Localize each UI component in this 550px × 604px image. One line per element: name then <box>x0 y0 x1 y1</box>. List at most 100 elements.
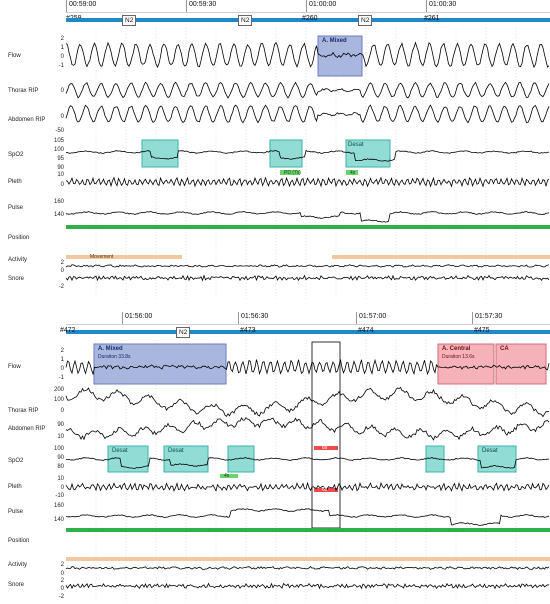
scale-tick: 0 <box>60 268 64 274</box>
time-label: 00:59:30 <box>189 1 217 8</box>
stage-badge: N2 <box>122 15 137 26</box>
channel-label-abdomen: Abdomen RIP <box>8 426 46 432</box>
position-bar <box>66 528 550 532</box>
stage-badge: N2 <box>176 327 191 338</box>
scale-tick: 0 <box>60 88 64 94</box>
event-title: Desat <box>168 448 184 454</box>
epoch-label: #475 <box>474 327 490 334</box>
marker-label: 4s <box>350 170 356 176</box>
channel-label-pulse: Pulse <box>8 509 24 515</box>
scale-tick: 90 <box>57 165 64 171</box>
scale-tick: 140 <box>53 517 64 523</box>
scale-tick: 80 <box>57 464 64 470</box>
position-bar <box>66 225 550 229</box>
scale-tick: 0 <box>60 114 64 120</box>
marker-label: PD (7s) <box>284 170 301 176</box>
scale-tick: -10 <box>55 493 64 499</box>
scale-tick: 2 <box>60 36 64 42</box>
signal-traces <box>65 28 550 300</box>
scale-tick: 0 <box>60 571 64 577</box>
scale-tick: 1 <box>60 45 64 51</box>
scale-tick: 160 <box>53 503 64 509</box>
marker-4s <box>220 474 238 478</box>
event-mixed-apnea <box>317 35 363 77</box>
scale-tick: 105 <box>53 138 64 144</box>
scale-tick: 0 <box>60 586 64 592</box>
event-title: A. Mixed <box>98 346 123 352</box>
scale-tick: 10 <box>57 434 64 440</box>
marker-label: 6s <box>322 445 328 451</box>
scale-tick: 100 <box>53 147 64 153</box>
channel-label-thorax: Thorax RIP <box>8 408 39 414</box>
channel-label-abdomen: Abdomen RIP <box>8 117 46 123</box>
panel-divider <box>0 300 550 312</box>
sleep-stage-bar <box>66 330 550 334</box>
marker-label: 4s <box>224 473 230 479</box>
psg-panel-top: 00:59:00 00:59:30 01:00:00 01:00:30 #259… <box>0 0 550 300</box>
scale-tick: 0 <box>60 485 64 491</box>
marker-6s <box>314 488 338 492</box>
channel-label-pleth: Pleth <box>8 179 22 185</box>
epoch-label: #260 <box>302 15 318 22</box>
scale-tick: 100 <box>53 446 64 452</box>
time-label: 01:57:30 <box>475 313 503 320</box>
scale-tick: 0 <box>60 54 64 60</box>
activity-band <box>66 557 550 561</box>
scale-tick: 2 <box>60 348 64 354</box>
psg-panel-bottom: 01:56:00 01:56:30 01:57:00 01:57:30 #472… <box>0 312 550 604</box>
channel-label-spo2: SpO2 <box>8 152 24 158</box>
event-desat <box>345 139 391 168</box>
activity-label: Movement <box>90 254 114 260</box>
scale-tick: 10 <box>57 476 64 482</box>
event-title: Desat <box>482 448 498 454</box>
event-duration: Duration 13.6s <box>442 354 475 360</box>
event-desat <box>141 139 179 168</box>
scale-tick: 0 <box>60 366 64 372</box>
channel-label-position: Position <box>8 235 30 241</box>
event-title: Desat <box>348 142 364 148</box>
scale-tick: -2 <box>58 284 64 290</box>
channel-label-snore: Snore <box>8 276 25 282</box>
movement-band <box>332 255 550 259</box>
scale-tick: -50 <box>55 128 64 134</box>
channel-label-position: Position <box>8 538 30 544</box>
time-label: 00:59:00 <box>69 1 97 8</box>
scale-tick: 160 <box>53 199 64 205</box>
scale-tick: 200 <box>53 387 64 393</box>
scale-tick: 90 <box>57 422 64 428</box>
scale-tick: 100 <box>53 397 64 403</box>
scale-tick: 1 <box>60 357 64 363</box>
epoch-label: #473 <box>240 327 256 334</box>
event-desat <box>163 445 209 473</box>
event-central-apnea <box>495 343 547 385</box>
event-desat <box>269 139 303 168</box>
time-ruler: 01:56:00 01:56:30 01:57:00 01:57:30 <box>66 312 550 325</box>
channel-label-flow: Flow <box>8 53 21 59</box>
event-title: CA <box>500 346 509 352</box>
channel-label-flow: Flow <box>8 364 21 370</box>
channel-label-pulse: Pulse <box>8 205 24 211</box>
stage-badge: N2 <box>238 15 253 26</box>
scale-tick: 10 <box>57 172 64 178</box>
time-label: 01:56:00 <box>125 313 153 320</box>
channel-label-snore: Snore <box>8 582 25 588</box>
event-mixed-apnea <box>93 343 227 385</box>
marker-4s <box>346 170 358 175</box>
channel-label-activity: Activity <box>8 562 28 568</box>
channel-label-spo2: SpO2 <box>8 458 24 464</box>
time-label: 01:57:00 <box>359 313 387 320</box>
scale-tick: -2 <box>58 594 64 600</box>
scale-tick: 95 <box>57 156 64 162</box>
event-title: Desat <box>112 448 128 454</box>
time-label: 01:00:00 <box>309 1 337 8</box>
channel-label-activity: Activity <box>8 257 28 263</box>
event-desat <box>227 445 255 473</box>
time-ruler: 00:59:00 00:59:30 01:00:00 01:00:30 <box>66 0 550 13</box>
scale-tick: 90 <box>57 455 64 461</box>
epoch-label: #261 <box>424 15 440 22</box>
time-label: 01:00:30 <box>429 1 457 8</box>
hypnogram-strip: #472 N2 #473 #474 #475 <box>60 327 550 338</box>
movement-band <box>66 255 182 259</box>
marker-pd <box>280 170 300 175</box>
time-label: 01:56:30 <box>241 313 269 320</box>
